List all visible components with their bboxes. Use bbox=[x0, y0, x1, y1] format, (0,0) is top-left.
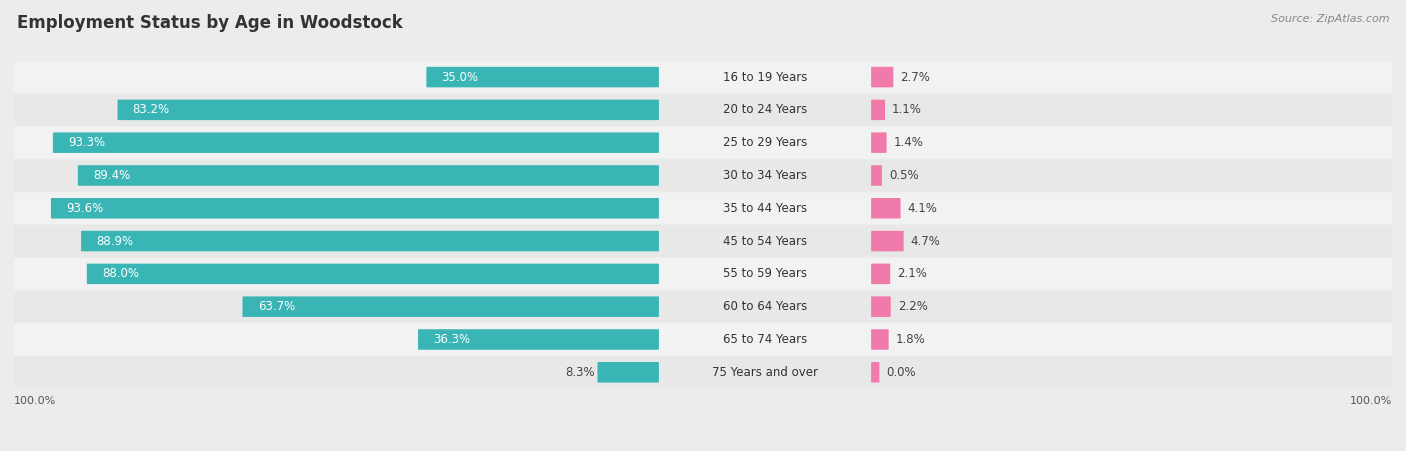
FancyBboxPatch shape bbox=[7, 258, 1399, 290]
FancyBboxPatch shape bbox=[418, 329, 659, 350]
FancyBboxPatch shape bbox=[87, 264, 659, 284]
Text: 35 to 44 Years: 35 to 44 Years bbox=[723, 202, 807, 215]
Text: 30 to 34 Years: 30 to 34 Years bbox=[723, 169, 807, 182]
FancyBboxPatch shape bbox=[242, 296, 659, 317]
Text: 4.7%: 4.7% bbox=[911, 235, 941, 248]
Text: 93.6%: 93.6% bbox=[66, 202, 103, 215]
FancyBboxPatch shape bbox=[872, 329, 889, 350]
FancyBboxPatch shape bbox=[872, 100, 884, 120]
Text: 89.4%: 89.4% bbox=[93, 169, 131, 182]
Text: 2.2%: 2.2% bbox=[897, 300, 928, 313]
FancyBboxPatch shape bbox=[53, 133, 659, 153]
FancyBboxPatch shape bbox=[51, 198, 659, 219]
Text: 1.4%: 1.4% bbox=[893, 136, 924, 149]
Text: 93.3%: 93.3% bbox=[67, 136, 105, 149]
Text: 88.9%: 88.9% bbox=[96, 235, 134, 248]
Text: 16 to 19 Years: 16 to 19 Years bbox=[723, 70, 807, 83]
FancyBboxPatch shape bbox=[872, 198, 901, 219]
FancyBboxPatch shape bbox=[872, 165, 882, 186]
FancyBboxPatch shape bbox=[7, 193, 1399, 224]
FancyBboxPatch shape bbox=[598, 362, 659, 382]
FancyBboxPatch shape bbox=[7, 323, 1399, 355]
Text: 83.2%: 83.2% bbox=[132, 103, 170, 116]
Text: 36.3%: 36.3% bbox=[433, 333, 471, 346]
Text: 65 to 74 Years: 65 to 74 Years bbox=[723, 333, 807, 346]
FancyBboxPatch shape bbox=[872, 133, 887, 153]
Text: 2.1%: 2.1% bbox=[897, 267, 927, 281]
FancyBboxPatch shape bbox=[7, 61, 1399, 93]
Text: 75 Years and over: 75 Years and over bbox=[711, 366, 818, 379]
FancyBboxPatch shape bbox=[872, 67, 893, 87]
FancyBboxPatch shape bbox=[7, 127, 1399, 159]
FancyBboxPatch shape bbox=[872, 264, 890, 284]
FancyBboxPatch shape bbox=[7, 291, 1399, 322]
FancyBboxPatch shape bbox=[7, 160, 1399, 191]
Text: 0.5%: 0.5% bbox=[889, 169, 918, 182]
Text: 4.1%: 4.1% bbox=[907, 202, 938, 215]
FancyBboxPatch shape bbox=[118, 100, 659, 120]
Text: 2.7%: 2.7% bbox=[900, 70, 931, 83]
FancyBboxPatch shape bbox=[77, 165, 659, 186]
Text: 60 to 64 Years: 60 to 64 Years bbox=[723, 300, 807, 313]
Text: 1.8%: 1.8% bbox=[896, 333, 925, 346]
FancyBboxPatch shape bbox=[7, 356, 1399, 388]
Text: 1.1%: 1.1% bbox=[891, 103, 922, 116]
FancyBboxPatch shape bbox=[872, 296, 891, 317]
FancyBboxPatch shape bbox=[426, 67, 659, 87]
Text: 8.3%: 8.3% bbox=[565, 366, 595, 379]
FancyBboxPatch shape bbox=[7, 94, 1399, 126]
Text: 35.0%: 35.0% bbox=[441, 70, 478, 83]
FancyBboxPatch shape bbox=[7, 225, 1399, 257]
FancyBboxPatch shape bbox=[82, 231, 659, 251]
Text: 45 to 54 Years: 45 to 54 Years bbox=[723, 235, 807, 248]
Text: 88.0%: 88.0% bbox=[103, 267, 139, 281]
Text: 0.0%: 0.0% bbox=[886, 366, 915, 379]
FancyBboxPatch shape bbox=[872, 362, 879, 382]
Text: Employment Status by Age in Woodstock: Employment Status by Age in Woodstock bbox=[17, 14, 402, 32]
Text: 63.7%: 63.7% bbox=[257, 300, 295, 313]
Text: 55 to 59 Years: 55 to 59 Years bbox=[723, 267, 807, 281]
Text: 20 to 24 Years: 20 to 24 Years bbox=[723, 103, 807, 116]
Text: 100.0%: 100.0% bbox=[1350, 396, 1392, 406]
FancyBboxPatch shape bbox=[872, 231, 904, 251]
Text: 100.0%: 100.0% bbox=[14, 396, 56, 406]
Text: Source: ZipAtlas.com: Source: ZipAtlas.com bbox=[1271, 14, 1389, 23]
Text: 25 to 29 Years: 25 to 29 Years bbox=[723, 136, 807, 149]
